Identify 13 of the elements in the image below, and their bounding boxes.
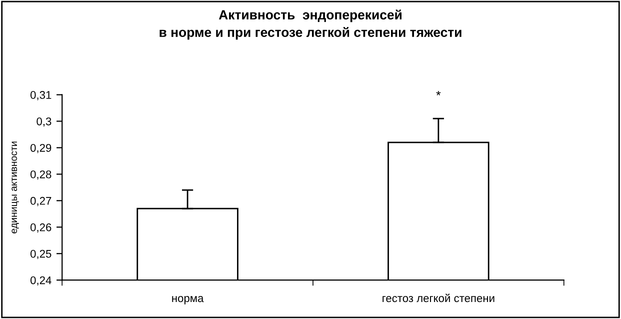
annotation: * <box>436 90 441 96</box>
y-tick-label: 0,31 <box>30 91 52 100</box>
y-tick-label: 0,28 <box>30 170 52 180</box>
y-tick-label: 0,27 <box>30 196 52 206</box>
y-tick-label: 0,29 <box>30 144 52 154</box>
y-tick-label: 0,25 <box>30 250 52 260</box>
x-tick-label: норма <box>172 296 204 304</box>
y-tick-label: 0,24 <box>30 276 52 286</box>
y-tick-label: 0,26 <box>30 223 52 233</box>
y-tick-label: 0,3 <box>36 117 52 127</box>
x-tick-label: гестоз легкой степени <box>382 294 494 302</box>
chart-title: Активность эндоперекисей в норме и при гестозе легкой степени тяжести <box>160 10 462 40</box>
y-axis-title: единицы активности <box>12 142 19 234</box>
